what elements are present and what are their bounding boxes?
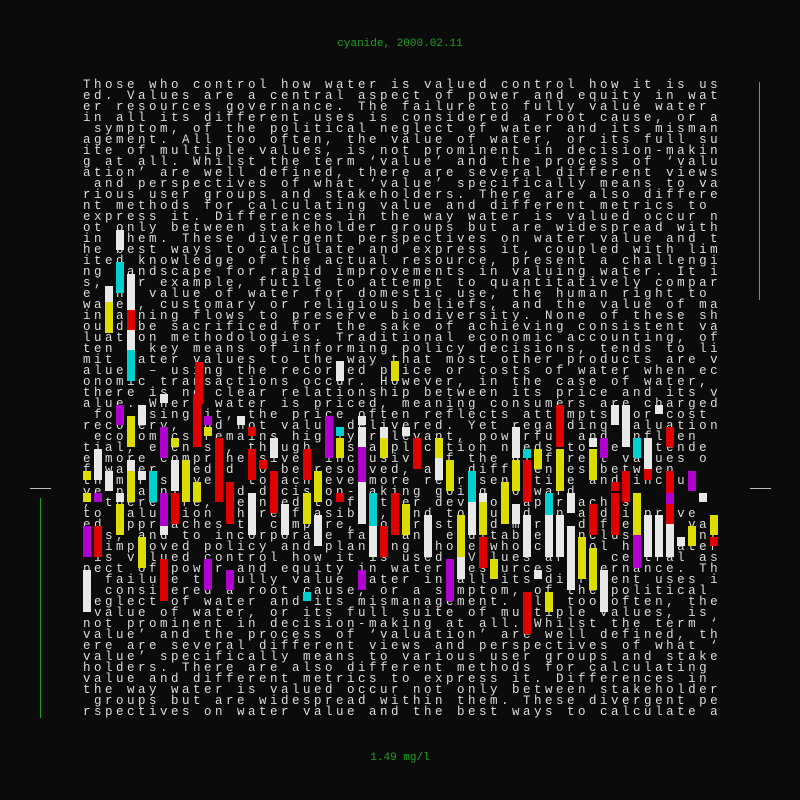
text-line: not prominent in decision-making at all.… xyxy=(83,617,722,631)
text-line: express it. Differences in the way water… xyxy=(83,210,722,224)
text-line: ten a key means of informing policy deci… xyxy=(83,342,722,356)
text-line: there is no clear relationship between i… xyxy=(83,386,722,400)
text-line: ot only between stakeholder groups but a… xyxy=(83,221,722,235)
text-line: symptom, of the political neglect of wat… xyxy=(83,122,722,136)
text-line: Those who control how water is valued co… xyxy=(83,78,722,92)
text-line: ere are several different views and pers… xyxy=(83,639,722,653)
text-line: value of water, or its full suite of mul… xyxy=(83,606,722,620)
text-line: s, for example, futile to attempt to qua… xyxy=(83,276,722,290)
text-line: value’ specifically means to various use… xyxy=(83,650,722,664)
text-line: he best ways to calculate and express it… xyxy=(83,243,722,257)
text-line: onomic transactions occur. However, in t… xyxy=(83,375,722,389)
text-line: ould be sacrificed for the sake of achie… xyxy=(83,320,722,334)
text-line: groups but are widespread within them. T… xyxy=(83,694,722,708)
title: cyanide, 2000.02.11 xyxy=(337,38,463,50)
text-line: for using it, the price often reflects a… xyxy=(83,408,722,422)
text-line: value’ and the process of ‘valuation’ ar… xyxy=(83,628,722,642)
right-tick xyxy=(750,488,771,489)
text-line: s considered a root cause, or a symptom,… xyxy=(83,584,722,598)
text-line: alued – using the recorded price or cost… xyxy=(83,364,722,378)
text-line: ed. Values are a central aspect of power… xyxy=(83,89,722,103)
text-line: rious user groups and stakeholders. Ther… xyxy=(83,188,722,202)
body-text: Those who control how water is valued co… xyxy=(83,78,733,719)
text-line: luation methodologies. Traditional econo… xyxy=(83,331,722,345)
text-line: er resources governance. The failure to … xyxy=(83,100,722,114)
text-line: g at all. Whilst the term ‘value’ and th… xyxy=(83,155,722,169)
text-line: in them. These divergent perspectives on… xyxy=(83,232,722,246)
text-line: mit water values to the way that most ot… xyxy=(83,353,722,367)
text-line: value and different metrics to express i… xyxy=(83,672,722,686)
right-level-line xyxy=(759,82,760,300)
concentration-reading: 1.49 mg/l xyxy=(370,752,430,764)
text-line: neglect of water and its mismanagement. … xyxy=(83,595,722,609)
text-line: agement. All too often, the value of wat… xyxy=(83,133,722,147)
text-line: holders. There are also different method… xyxy=(83,661,722,675)
text-line: ation’ are well defined, there are sever… xyxy=(83,166,722,180)
text-line: ng landscape for rapid improvements in v… xyxy=(83,265,722,279)
text-line: in all its different uses is considered … xyxy=(83,111,722,125)
text-line: ite of multiple values, is not prominent… xyxy=(83,144,722,158)
text-line: ited knowledge of the actual resource, p… xyxy=(83,254,722,268)
text-line: rspectives on water value and the best w… xyxy=(83,705,722,719)
text-line: nt methods for calculating value and dif… xyxy=(83,199,722,213)
left-tick xyxy=(30,488,51,489)
text-line: the way water is valued occur not only b… xyxy=(83,683,722,697)
left-level-line xyxy=(40,498,41,718)
text-line: and perspectives of what ‘value’ specifi… xyxy=(83,177,722,191)
